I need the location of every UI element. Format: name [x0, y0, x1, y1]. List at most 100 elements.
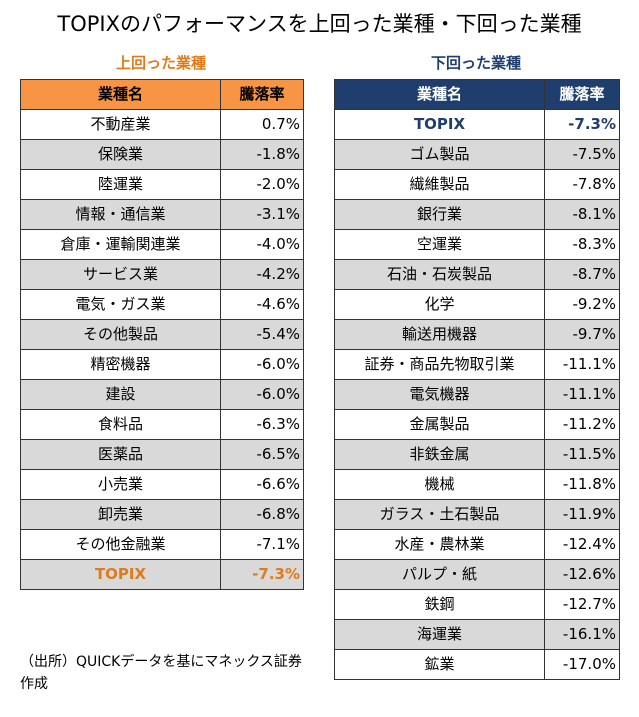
- change-rate: -9.2%: [544, 289, 620, 320]
- industry-name: 証券・商品先物取引業: [334, 349, 545, 380]
- industry-name: 海運業: [334, 619, 545, 650]
- industry-name: 卸売業: [20, 499, 221, 530]
- table-row: その他金融業 -7.1%: [20, 529, 304, 560]
- change-rate: -6.0%: [220, 349, 304, 380]
- change-rate: -11.9%: [544, 499, 620, 530]
- table-row: 鉱業 -17.0%: [334, 649, 620, 680]
- header-industry: 業種名: [334, 79, 545, 110]
- industry-name: パルプ・紙: [334, 559, 545, 590]
- industry-name: 繊維製品: [334, 169, 545, 200]
- industry-name: 非鉄金属: [334, 439, 545, 470]
- table-row: 電気機器 -11.1%: [334, 379, 620, 410]
- table-row: 繊維製品 -7.8%: [334, 169, 620, 200]
- change-rate: -6.5%: [220, 439, 304, 470]
- table-row: ゴム製品 -7.5%: [334, 139, 620, 170]
- industry-name: サービス業: [20, 259, 221, 290]
- change-rate: -8.3%: [544, 229, 620, 260]
- industry-name: 小売業: [20, 469, 221, 500]
- change-rate: -7.3%: [544, 109, 620, 140]
- change-rate: -4.2%: [220, 259, 304, 290]
- change-rate: -12.6%: [544, 559, 620, 590]
- header-change: 騰落率: [544, 79, 620, 110]
- industry-name: 化学: [334, 289, 545, 320]
- change-rate: -12.7%: [544, 589, 620, 620]
- change-rate: -12.4%: [544, 529, 620, 560]
- change-rate: -4.0%: [220, 229, 304, 260]
- header-industry: 業種名: [20, 79, 221, 110]
- table-row: パルプ・紙 -12.6%: [334, 559, 620, 590]
- change-rate: -6.8%: [220, 499, 304, 530]
- change-rate: -17.0%: [544, 649, 620, 680]
- change-rate: -11.8%: [544, 469, 620, 500]
- change-rate: -11.1%: [544, 349, 620, 380]
- table-row: TOPIX -7.3%: [334, 109, 620, 140]
- table-row: 海運業 -16.1%: [334, 619, 620, 650]
- table-row: 化学 -9.2%: [334, 289, 620, 320]
- table-row: 水産・農林業 -12.4%: [334, 529, 620, 560]
- industry-name: 医薬品: [20, 439, 221, 470]
- table-row: 建設 -6.0%: [20, 379, 304, 410]
- outperform-subtitle: 上回った業種: [115, 54, 206, 72]
- industry-name: 鉱業: [334, 649, 545, 680]
- change-rate: -8.1%: [544, 199, 620, 230]
- industry-name: 機械: [334, 469, 545, 500]
- change-rate: -11.5%: [544, 439, 620, 470]
- industry-name: 石油・石炭製品: [334, 259, 545, 290]
- table-row: ガラス・土石製品 -11.9%: [334, 499, 620, 530]
- table-row: 銀行業 -8.1%: [334, 199, 620, 230]
- table-row: 鉄鋼 -12.7%: [334, 589, 620, 620]
- table-row: 電気・ガス業 -4.6%: [20, 289, 304, 320]
- table-row: 金属製品 -11.2%: [334, 409, 620, 440]
- industry-name: 保険業: [20, 139, 221, 170]
- table-row: 非鉄金属 -11.5%: [334, 439, 620, 470]
- industry-name: ゴム製品: [334, 139, 545, 170]
- table-row: 機械 -11.8%: [334, 469, 620, 500]
- industry-name: その他製品: [20, 319, 221, 350]
- change-rate: -7.5%: [544, 139, 620, 170]
- change-rate: -7.1%: [220, 529, 304, 560]
- industry-name: その他金融業: [20, 529, 221, 560]
- table-row: 保険業 -1.8%: [20, 139, 304, 170]
- table-row: 不動産業 0.7%: [20, 109, 304, 140]
- industry-name: 空運業: [334, 229, 545, 260]
- change-rate: -6.6%: [220, 469, 304, 500]
- industry-name: 建設: [20, 379, 221, 410]
- table-row: 食料品 -6.3%: [20, 409, 304, 440]
- industry-name: 電気機器: [334, 379, 545, 410]
- outperform-table: 業種名 騰落率 不動産業 0.7% 保険業 -1.8% 陸運業 -2.0% 情報・通信業 -3…: [20, 79, 304, 590]
- industry-name: 鉄鋼: [334, 589, 545, 620]
- industry-name: 輸送用機器: [334, 319, 545, 350]
- industry-name: 食料品: [20, 409, 221, 440]
- industry-name: 情報・通信業: [20, 199, 221, 230]
- change-rate: -5.4%: [220, 319, 304, 350]
- industry-name: 銀行業: [334, 199, 545, 230]
- change-rate: -9.7%: [544, 319, 620, 350]
- industry-name: 電気・ガス業: [20, 289, 221, 320]
- underperform-table: 業種名 騰落率 TOPIX -7.3% ゴム製品 -7.5% 繊維製品 -7.8% 銀行業 -…: [334, 79, 620, 680]
- change-rate: -4.6%: [220, 289, 304, 320]
- table-row: 小売業 -6.6%: [20, 469, 304, 500]
- change-rate: -11.1%: [544, 379, 620, 410]
- industry-name: ガラス・土石製品: [334, 499, 545, 530]
- page-title: TOPIXのパフォーマンスを上回った業種・下回った業種: [57, 12, 582, 36]
- change-rate: -8.7%: [544, 259, 620, 290]
- table-row: 倉庫・運輸関連業 -4.0%: [20, 229, 304, 260]
- table-header: 業種名 騰落率: [334, 79, 620, 110]
- source-note: （出所）QUICKデータを基にマネックス証券作成: [20, 654, 302, 692]
- change-rate: -16.1%: [544, 619, 620, 650]
- table-row: 卸売業 -6.8%: [20, 499, 304, 530]
- table-row: 情報・通信業 -3.1%: [20, 199, 304, 230]
- industry-name: 陸運業: [20, 169, 221, 200]
- industry-name: TOPIX: [20, 559, 221, 590]
- table-row: サービス業 -4.2%: [20, 259, 304, 290]
- change-rate: -6.0%: [220, 379, 304, 410]
- change-rate: -2.0%: [220, 169, 304, 200]
- industry-name: 水産・農林業: [334, 529, 545, 560]
- underperform-subtitle: 下回った業種: [430, 54, 521, 72]
- industry-name: 倉庫・運輸関連業: [20, 229, 221, 260]
- table-row: TOPIX -7.3%: [20, 559, 304, 590]
- industry-name: 金属製品: [334, 409, 545, 440]
- table-row: 石油・石炭製品 -8.7%: [334, 259, 620, 290]
- industry-name: 精密機器: [20, 349, 221, 380]
- change-rate: -7.3%: [220, 559, 304, 590]
